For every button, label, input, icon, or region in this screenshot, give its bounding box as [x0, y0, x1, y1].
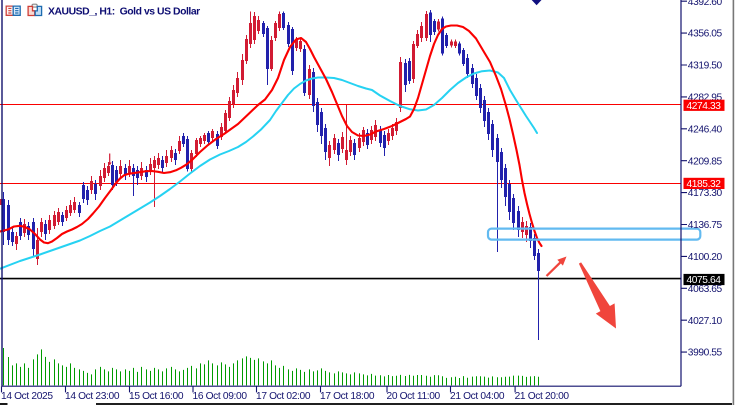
svg-text:4075.64: 4075.64 [687, 275, 722, 286]
svg-text:17 Oct 18:00: 17 Oct 18:00 [320, 391, 375, 402]
svg-text:4100.20: 4100.20 [688, 252, 723, 263]
svg-text:4246.40: 4246.40 [688, 124, 723, 135]
svg-text:4173.30: 4173.30 [688, 188, 723, 199]
svg-text:4027.10: 4027.10 [688, 316, 723, 327]
svg-text:4319.50: 4319.50 [688, 61, 723, 72]
svg-text:21 Oct 04:00: 21 Oct 04:00 [450, 391, 505, 402]
svg-text:16 Oct 09:00: 16 Oct 09:00 [193, 391, 248, 402]
svg-text:4209.85: 4209.85 [688, 156, 723, 167]
svg-text:4356.05: 4356.05 [688, 29, 723, 40]
svg-text:4063.65: 4063.65 [688, 284, 723, 295]
svg-text:15 Oct 16:00: 15 Oct 16:00 [129, 391, 184, 402]
svg-text:14 Oct 23:00: 14 Oct 23:00 [65, 391, 120, 402]
svg-text:3990.55: 3990.55 [688, 348, 723, 359]
svg-text:4185.32: 4185.32 [687, 179, 722, 190]
svg-text:4274.33: 4274.33 [687, 101, 722, 112]
svg-text:4136.75: 4136.75 [688, 220, 723, 231]
svg-text:14 Oct 2025: 14 Oct 2025 [1, 391, 53, 402]
svg-text:XAUUSD_, H1: Gold vs US Dolla: XAUUSD_, H1: Gold vs US Dollar [48, 6, 200, 17]
svg-text:4392.60: 4392.60 [688, 0, 723, 8]
svg-text:20 Oct 11:00: 20 Oct 11:00 [387, 391, 441, 402]
svg-text:17 Oct 02:00: 17 Oct 02:00 [256, 391, 311, 402]
svg-text:4282.95: 4282.95 [688, 93, 723, 104]
svg-text:21 Oct 20:00: 21 Oct 20:00 [515, 391, 570, 402]
